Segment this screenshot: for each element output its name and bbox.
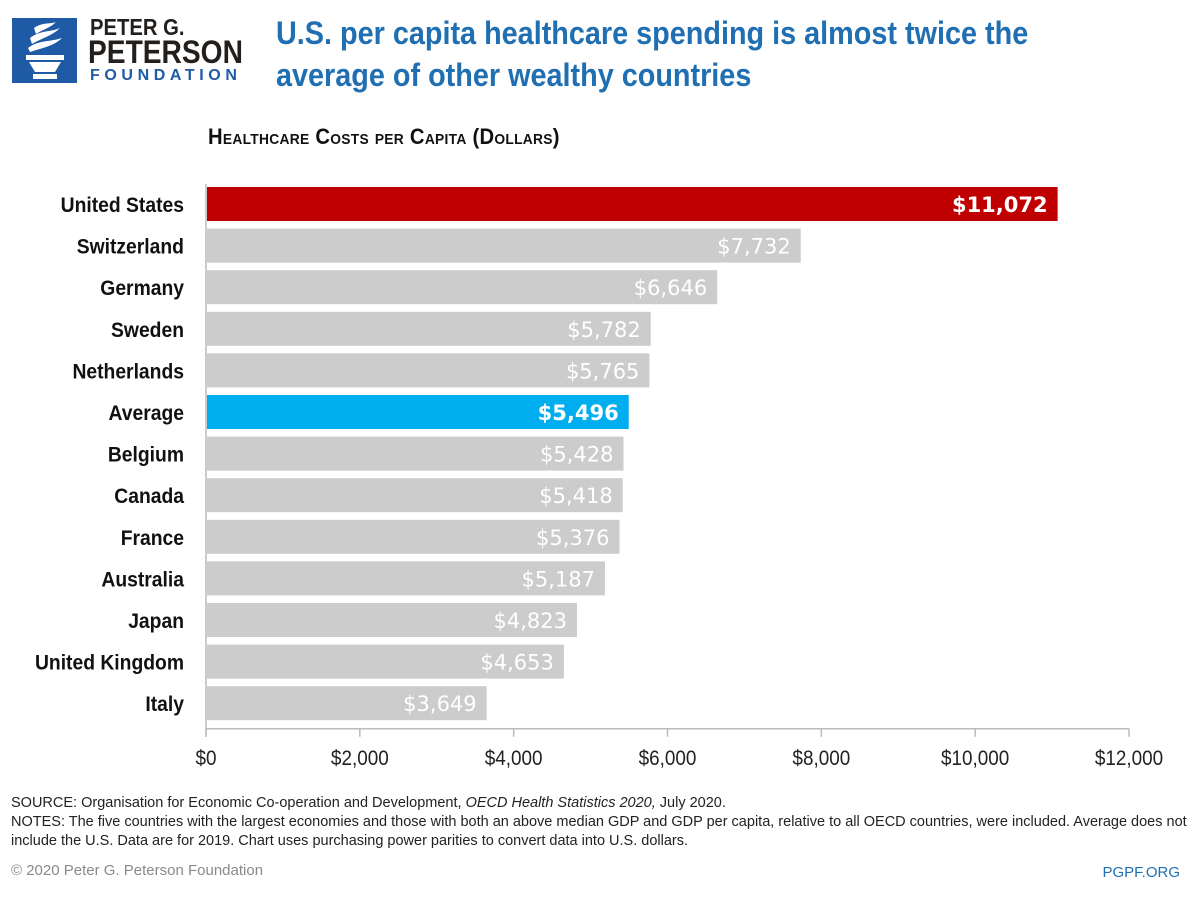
logo-line-3: FOUNDATION: [90, 67, 242, 84]
data-label-united-states: $11,072: [952, 193, 1048, 217]
x-tick-label: $2,000: [331, 747, 389, 770]
bar-netherlands: [207, 353, 650, 388]
data-label-france: $5,376: [536, 526, 609, 550]
data-label-average: $5,496: [538, 401, 619, 425]
data-label-united-kingdom: $4,653: [480, 651, 553, 675]
bar-chart: United States $11,072 Switzerland $7,732 Ger…: [35, 184, 1163, 770]
data-label-belgium: $5,428: [540, 443, 613, 467]
torch-icon: [12, 18, 77, 83]
bar-belgium: [207, 436, 624, 471]
copyright: © 2020 Peter G. Peterson Foundation: [11, 862, 264, 879]
logo-line-1: PETER G.: [90, 14, 185, 40]
data-label-australia: $5,187: [521, 567, 594, 591]
category-label-australia: Australia: [101, 569, 184, 592]
category-label-japan: Japan: [128, 610, 184, 633]
category-label-united-kingdom: United Kingdom: [35, 652, 184, 675]
data-label-netherlands: $5,765: [566, 359, 639, 383]
data-label-germany: $6,646: [634, 276, 707, 300]
category-label-average: Average: [109, 402, 184, 425]
category-label-italy: Italy: [145, 694, 184, 717]
bar-average: [207, 395, 629, 429]
pgpf-logo: PETER G. PETERSON FOUNDATION: [12, 15, 248, 87]
category-label-sweden: Sweden: [111, 319, 184, 342]
data-label-japan: $4,823: [493, 609, 566, 633]
bar-united-states: [207, 187, 1058, 221]
bar-germany: [207, 270, 718, 305]
bar-italy: [207, 686, 487, 721]
x-tick-label: $12,000: [1095, 747, 1163, 770]
category-label-belgium: Belgium: [108, 444, 184, 467]
site-link[interactable]: PGPF.ORG: [1102, 864, 1180, 881]
headline: U.S. per capita healthcare spending is a…: [276, 15, 1029, 93]
category-label-france: France: [121, 527, 184, 550]
data-label-switzerland: $7,732: [717, 235, 790, 259]
source-note: SOURCE: Organisation for Economic Co-ope…: [11, 794, 1191, 813]
x-tick-label: $4,000: [485, 747, 543, 770]
bar-france: [207, 519, 620, 554]
logo-line-2: PETERSON: [88, 34, 243, 70]
x-tick-label: $6,000: [639, 747, 697, 770]
data-label-italy: $3,649: [403, 692, 476, 716]
x-tick-label: $0: [195, 747, 216, 770]
source-prefix: SOURCE: Organisation for Economic Co-ope…: [11, 795, 466, 811]
x-tick-label: $8,000: [792, 747, 850, 770]
category-label-germany: Germany: [100, 278, 184, 301]
notes-text: NOTES: The five countries with the large…: [11, 814, 1187, 849]
source-suffix: July 2020.: [655, 795, 726, 811]
bar-canada: [207, 478, 623, 513]
category-label-united-states: United States: [61, 194, 184, 217]
data-label-canada: $5,418: [539, 484, 612, 508]
bar-sweden: [207, 311, 651, 346]
category-label-netherlands: Netherlands: [72, 361, 184, 384]
bar-switzerland: [207, 228, 801, 263]
chart-title: Healthcare Costs per Capita (Dollars): [208, 124, 560, 149]
x-tick-label: $10,000: [941, 747, 1009, 770]
bar-united-kingdom: [207, 644, 564, 679]
data-label-sweden: $5,782: [567, 318, 640, 342]
bar-australia: [207, 561, 605, 596]
footer-notes: SOURCE: Organisation for Economic Co-ope…: [11, 794, 1191, 851]
bar-japan: [207, 603, 577, 637]
category-label-canada: Canada: [114, 486, 184, 509]
category-label-switzerland: Switzerland: [77, 236, 184, 259]
source-title: OECD Health Statistics 2020,: [465, 795, 656, 811]
